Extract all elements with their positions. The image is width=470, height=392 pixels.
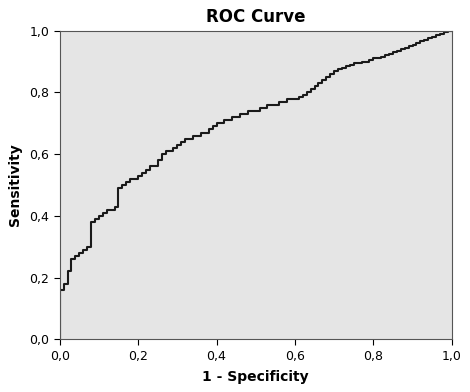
Y-axis label: Sensitivity: Sensitivity	[8, 143, 23, 226]
Title: ROC Curve: ROC Curve	[206, 8, 306, 26]
X-axis label: 1 - Specificity: 1 - Specificity	[203, 370, 309, 384]
